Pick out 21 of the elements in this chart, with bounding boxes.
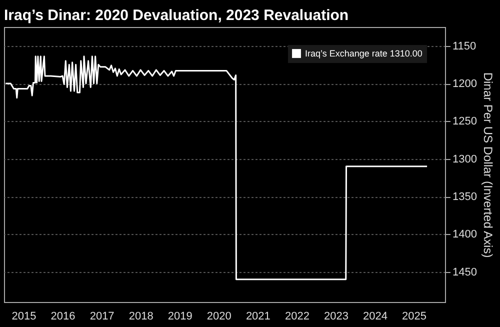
x-tick-label: 2015 xyxy=(12,310,36,322)
x-tick-label: 2021 xyxy=(246,310,270,322)
x-tick-label: 2023 xyxy=(324,310,348,322)
x-tick-label: 2019 xyxy=(168,310,192,322)
y-tick-label: 1300 xyxy=(452,153,477,166)
y-axis-title: Dinar Per US Dollar (Inverted Axis) xyxy=(480,72,495,258)
x-tick-label: 2018 xyxy=(128,310,154,322)
chart-title: Iraq’s Dinar: 2020 Devaluation, 2023 Revaluation xyxy=(4,7,349,24)
y-tick-label: 1450 xyxy=(452,266,477,278)
y-tick-label: 1150 xyxy=(452,40,476,52)
y-tick-label: 1400 xyxy=(452,228,477,241)
x-tick-label: 2025 xyxy=(402,310,427,322)
y-tick-label: 1250 xyxy=(452,116,477,128)
x-tick-label: 2022 xyxy=(284,310,310,322)
x-tick-label: 2020 xyxy=(206,310,232,322)
x-tick-label: 2024 xyxy=(363,310,388,322)
y-tick-label: 1200 xyxy=(452,78,477,90)
legend-label: Iraq’s Exchange rate 1310.00 xyxy=(305,48,422,58)
x-tick-label: 2016 xyxy=(50,310,76,322)
x-tick-label: 2017 xyxy=(90,310,114,322)
y-tick-label: 1350 xyxy=(452,191,477,204)
